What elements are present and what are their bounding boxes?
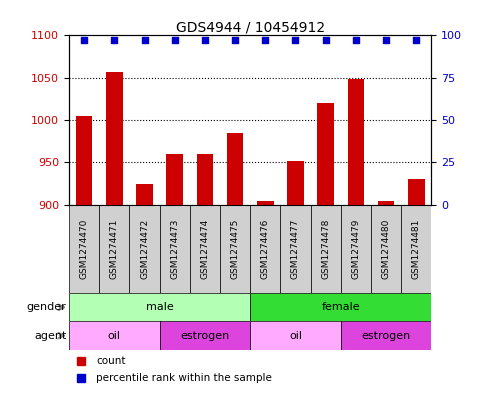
Bar — [250, 293, 431, 321]
Bar — [190, 205, 220, 293]
Point — [110, 37, 118, 44]
Text: GSM1274476: GSM1274476 — [261, 219, 270, 279]
Bar — [311, 205, 341, 293]
Text: GSM1274472: GSM1274472 — [140, 219, 149, 279]
Bar — [76, 116, 92, 205]
Bar — [99, 205, 129, 293]
Bar — [408, 179, 424, 205]
Point — [201, 37, 209, 44]
Bar — [160, 321, 250, 350]
Text: oil: oil — [108, 331, 121, 341]
Text: GSM1274471: GSM1274471 — [110, 219, 119, 279]
Bar — [317, 103, 334, 205]
Bar — [220, 205, 250, 293]
Bar — [227, 133, 244, 205]
Point — [382, 37, 390, 44]
Point — [412, 37, 420, 44]
Text: GSM1274480: GSM1274480 — [382, 219, 390, 279]
Bar — [136, 184, 153, 205]
Point — [261, 37, 269, 44]
Text: male: male — [146, 302, 174, 312]
Text: female: female — [321, 302, 360, 312]
Bar — [69, 293, 250, 321]
Text: gender: gender — [27, 302, 67, 312]
Bar — [69, 205, 99, 293]
Text: GSM1274473: GSM1274473 — [170, 219, 179, 279]
Bar — [341, 205, 371, 293]
Text: oil: oil — [289, 331, 302, 341]
Text: count: count — [97, 356, 126, 366]
Bar — [287, 161, 304, 205]
Text: GSM1274479: GSM1274479 — [352, 219, 360, 279]
Text: GSM1274481: GSM1274481 — [412, 219, 421, 279]
Point — [322, 37, 330, 44]
Point — [291, 37, 299, 44]
Bar — [401, 205, 431, 293]
Text: GSM1274475: GSM1274475 — [231, 219, 240, 279]
Text: GSM1274474: GSM1274474 — [200, 219, 210, 279]
Bar — [281, 205, 311, 293]
Bar — [348, 79, 364, 205]
Point — [80, 37, 88, 44]
Point — [141, 37, 148, 44]
Text: agent: agent — [34, 331, 67, 341]
Bar — [371, 205, 401, 293]
Bar — [197, 154, 213, 205]
Point — [171, 37, 178, 44]
Bar — [341, 321, 431, 350]
Bar — [106, 72, 123, 205]
Bar — [160, 205, 190, 293]
Bar — [378, 201, 394, 205]
Bar — [250, 321, 341, 350]
Text: GSM1274477: GSM1274477 — [291, 219, 300, 279]
Text: GSM1274470: GSM1274470 — [79, 219, 89, 279]
Bar — [250, 205, 281, 293]
Bar — [257, 201, 274, 205]
Text: percentile rank within the sample: percentile rank within the sample — [97, 373, 272, 383]
Point — [231, 37, 239, 44]
Point — [352, 37, 360, 44]
Bar — [69, 321, 160, 350]
Bar — [167, 154, 183, 205]
Text: estrogen: estrogen — [180, 331, 230, 341]
Text: estrogen: estrogen — [361, 331, 411, 341]
Text: GSM1274478: GSM1274478 — [321, 219, 330, 279]
Bar — [130, 205, 160, 293]
Title: GDS4944 / 10454912: GDS4944 / 10454912 — [176, 20, 325, 34]
